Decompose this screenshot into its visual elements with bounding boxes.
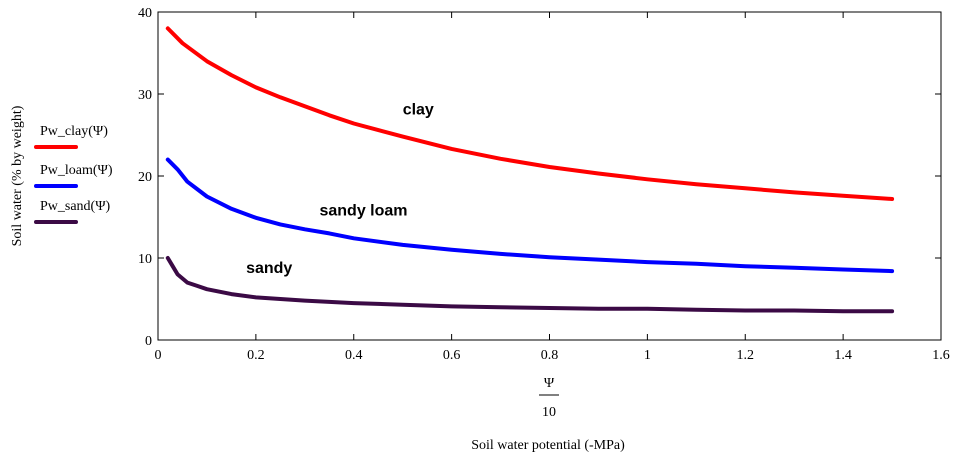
x-tick-label: 0.6	[443, 348, 461, 363]
x-expression-denominator: 10	[542, 405, 556, 420]
x-tick-label: 1.2	[737, 348, 755, 363]
y-axis-title: Soil water (% by weight)	[10, 105, 25, 246]
y-tick-labels: 0 10 20 30 40	[138, 6, 152, 349]
x-tick-label: 0.4	[345, 348, 363, 363]
x-tick-label: 0	[155, 348, 162, 363]
y-tick-label: 40	[138, 6, 152, 21]
legend-label-0: Pw_clay(Ψ)	[40, 124, 108, 139]
x-tick-label: 0.2	[247, 348, 265, 363]
series-line-0	[165, 26, 895, 201]
curve-annotations: clay sandy loam sandy	[246, 102, 434, 277]
curve-annotation: sandy	[246, 260, 292, 277]
axis-ticks	[157, 11, 942, 341]
legend: Pw_clay(Ψ) Pw_loam(Ψ) Pw_sand(Ψ)	[34, 124, 113, 224]
y-tick-label: 20	[138, 170, 152, 185]
legend-label-2: Pw_sand(Ψ)	[40, 199, 111, 214]
curve-annotation: clay	[403, 102, 434, 119]
series-line-1	[165, 157, 895, 274]
y-tick-label: 10	[138, 252, 152, 267]
plot-frame	[157, 11, 942, 341]
x-expression-numerator: Ψ	[544, 376, 555, 391]
x-tick-label: 1.6	[932, 348, 950, 363]
y-tick-label: 0	[145, 334, 152, 349]
x-axis-title: Soil water potential (-MPa)	[471, 438, 625, 453]
series-line-2	[165, 256, 895, 314]
x-tick-label: 0.8	[541, 348, 559, 363]
legend-label-1: Pw_loam(Ψ)	[40, 163, 113, 178]
x-tick-label: 1	[644, 348, 651, 363]
curve-annotation: sandy loam	[319, 202, 407, 219]
y-tick-label: 30	[138, 88, 152, 103]
series-group	[165, 26, 895, 314]
x-tick-labels: 0 0.2 0.4 0.6 0.8 1 1.2 1.4 1.6	[155, 348, 950, 363]
x-tick-label: 1.4	[834, 348, 852, 363]
